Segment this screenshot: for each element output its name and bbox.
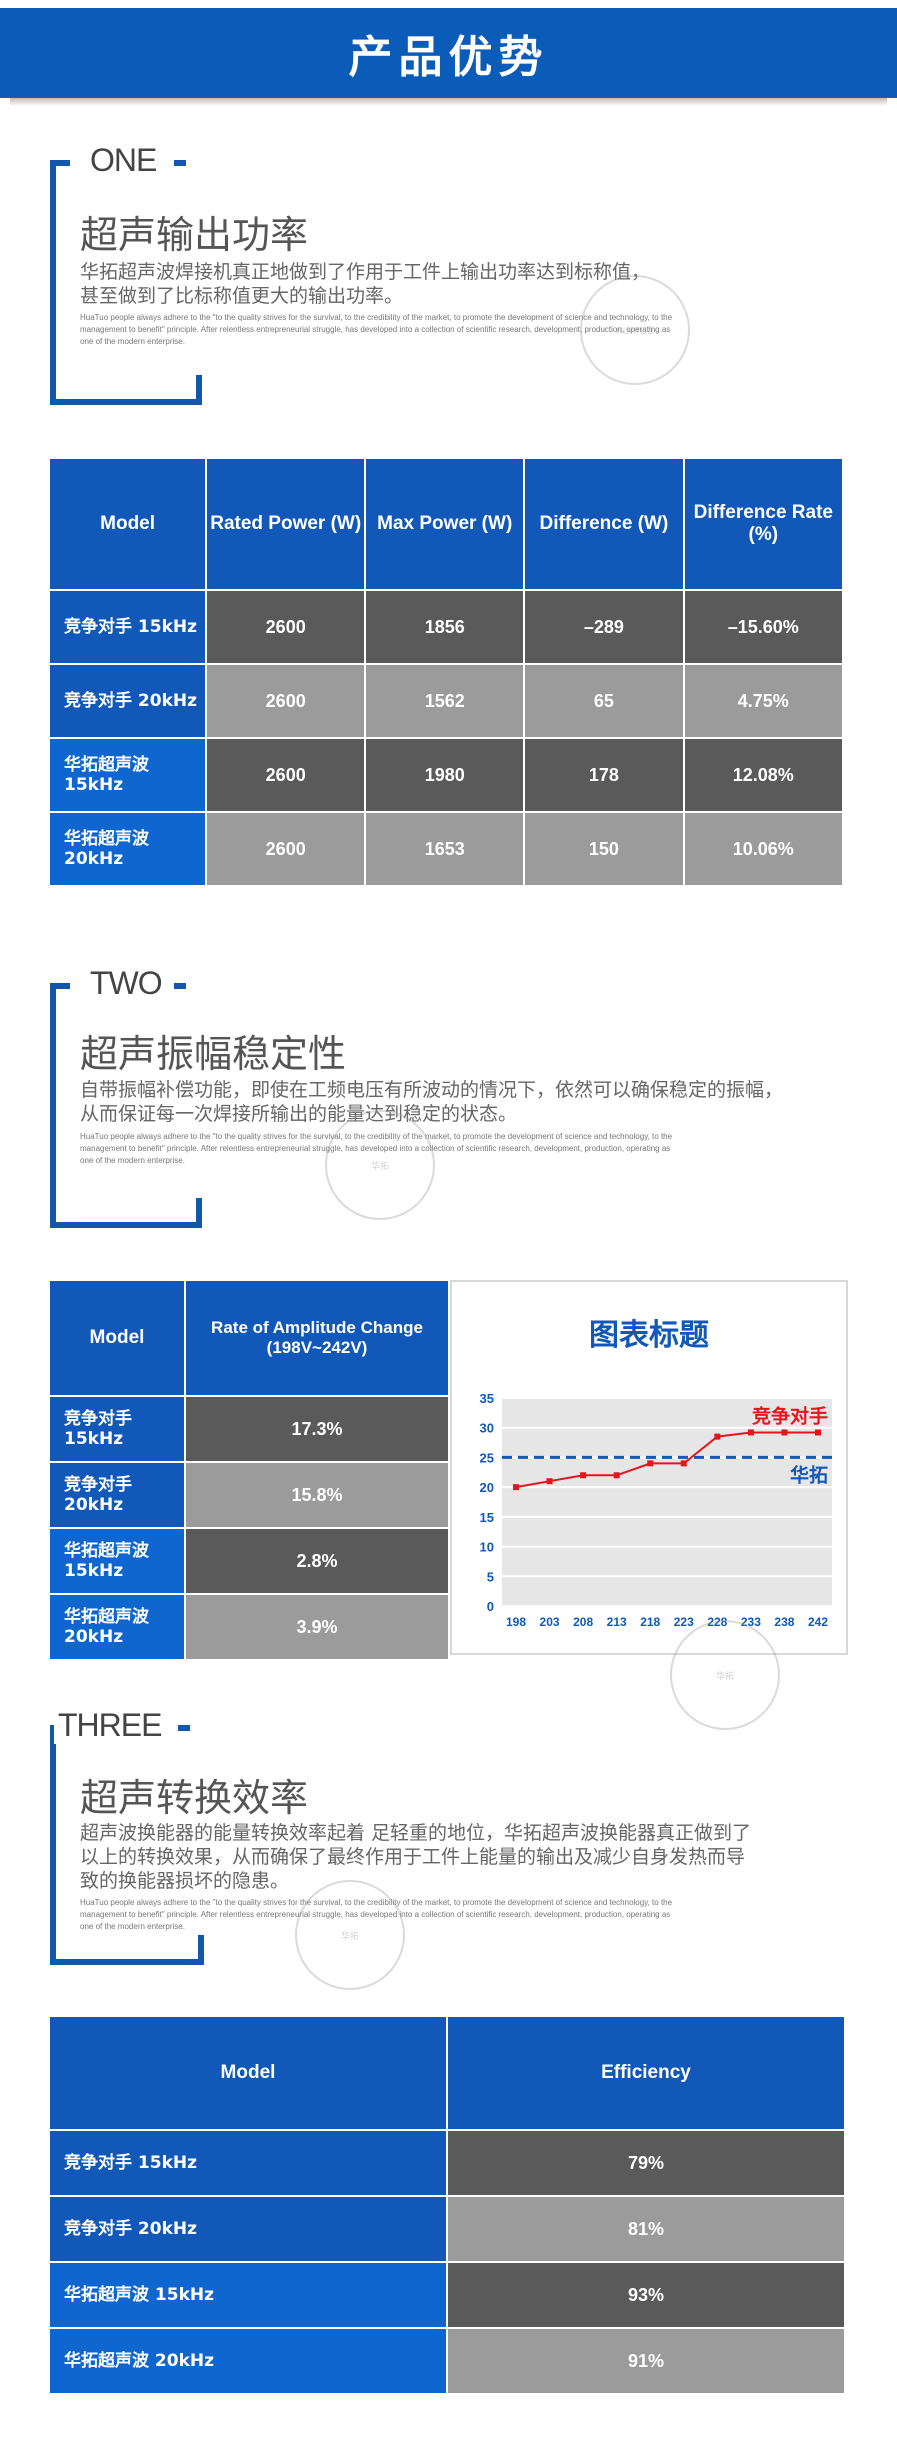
x-tick-label: 198 <box>506 1615 526 1629</box>
header-cell: Efficiency <box>448 2017 844 2129</box>
table-row: 竞争对手 20kHz 2600 1562 65 4.75% <box>50 665 842 737</box>
data-point <box>546 1478 553 1485</box>
y-tick-label: 25 <box>480 1450 494 1465</box>
section-description: 自带振幅补偿功能，即使在工频电压有所波动的情况下，依然可以确保稳定的振幅， 从而保… <box>80 1079 784 1125</box>
table-row: 华拓超声波 20kHz 3.9% <box>50 1595 448 1659</box>
plot-area <box>502 1398 832 1606</box>
section-one: ONE 超声输出功率 华拓超声波焊接机真正地做到了作用于工件上输出功率达到标称值… <box>50 142 830 405</box>
header-cell: Rated Power (W) <box>207 459 365 589</box>
table-row: 竞争对手 15kHz 2600 1856 –289 –15.60% <box>50 591 842 663</box>
section-two: TWO 超声振幅稳定性 自带振幅补偿功能，即使在工频电压有所波动的情况下，依然可… <box>50 965 830 1228</box>
data-point <box>647 1460 654 1467</box>
header-cell: Difference Rate (%) <box>684 459 842 589</box>
chart-title: 图表标题 <box>589 1318 709 1353</box>
header-cell: Max Power (W) <box>366 459 524 589</box>
data-point <box>781 1429 788 1436</box>
header-cell: Model <box>50 459 206 589</box>
x-tick-label: 208 <box>573 1615 593 1629</box>
data-point <box>513 1484 519 1491</box>
data-point <box>714 1433 721 1440</box>
series-line <box>515 1431 818 1489</box>
y-tick-label: 15 <box>480 1510 494 1525</box>
section-bracket <box>50 983 202 1228</box>
header-cell: Difference (W) <box>525 459 683 589</box>
data-point <box>680 1460 687 1467</box>
y-tick-label: 20 <box>480 1480 494 1495</box>
section-title: 超声转换效率 <box>80 1776 309 1820</box>
section-bracket <box>50 1725 204 1965</box>
section-title: 超声振幅稳定性 <box>80 1032 347 1076</box>
banner-shadow <box>10 98 887 106</box>
x-tick-label: 218 <box>640 1615 660 1629</box>
x-tick-label: 242 <box>808 1615 828 1629</box>
table-row: 竞争对手 15kHz 17.3% <box>50 1397 448 1461</box>
header-cell: Rate of Amplitude Change (198V~242V) <box>186 1281 448 1395</box>
table-row: 竞争对手 20kHz 15.8% <box>50 1463 448 1527</box>
series-label: 竞争对手 <box>752 1404 828 1427</box>
series-label: 华拓 <box>790 1463 828 1486</box>
y-tick-label: 5 <box>487 1569 494 1584</box>
table-row: 华拓超声波 15kHz 2600 1980 178 12.08% <box>50 739 842 811</box>
top-banner: 产品优势 <box>0 8 897 98</box>
x-tick-label: 203 <box>540 1615 560 1629</box>
section-number: ONE <box>86 142 161 179</box>
x-tick-label: 238 <box>774 1615 794 1629</box>
x-tick-label: 223 <box>674 1615 694 1629</box>
section-three: THREE 超声转换效率 超声波换能器的能量转换效率起着 足轻重的地位，华拓超声… <box>50 1707 830 1965</box>
data-point <box>580 1472 587 1479</box>
efficiency-table: Model Efficiency 竞争对手 15kHz 79% 竞争对手 20kH… <box>48 2015 846 2395</box>
amplitude-table: Model Rate of Amplitude Change (198V~242… <box>48 1279 450 1661</box>
table-header-row: Model Efficiency <box>50 2017 844 2129</box>
watermark-stamp: 华拓 <box>295 1880 405 1990</box>
data-point <box>747 1429 754 1436</box>
section-number: TWO <box>86 965 166 1002</box>
table-row: 华拓超声波 15kHz 2.8% <box>50 1529 448 1593</box>
header-cell: Model <box>50 1281 184 1395</box>
table-row: 华拓超声波 20kHz 91% <box>50 2329 844 2393</box>
y-tick-label: 35 <box>480 1391 494 1406</box>
table-row: 竞争对手 15kHz 79% <box>50 2131 844 2195</box>
table-row: 华拓超声波 15kHz 93% <box>50 2263 844 2327</box>
watermark-stamp: 华拓 <box>670 1620 780 1730</box>
table-row: 竞争对手 20kHz 81% <box>50 2197 844 2261</box>
banner-title: 产品优势 <box>348 32 549 83</box>
table-row: 华拓超声波 20kHz 2600 1653 150 10.06% <box>50 813 842 885</box>
header-cell: Model <box>50 2017 446 2129</box>
data-point <box>815 1429 821 1436</box>
x-tick-label: 213 <box>607 1615 627 1629</box>
table-header-row: Model Rated Power (W) Max Power (W) Diff… <box>50 459 842 589</box>
section-description: 超声波换能器的能量转换效率起着 足轻重的地位，华拓超声波换能器真正做到了 以上的转… <box>80 1822 752 1892</box>
section-title: 超声输出功率 <box>80 213 309 257</box>
section-description: 华拓超声波焊接机真正地做到了作用于工件上输出功率达到标称值， 甚至做到了比标称值更… <box>80 261 651 307</box>
y-tick-label: 30 <box>480 1421 494 1436</box>
power-table: Model Rated Power (W) Max Power (W) Diff… <box>48 457 844 887</box>
section-english-text: HuaTuo people always adhere to the "to t… <box>80 313 673 346</box>
table-header-row: Model Rate of Amplitude Change (198V~242… <box>50 1281 448 1395</box>
section-bracket <box>50 160 202 405</box>
watermark-stamp: 华拓 <box>325 1110 435 1220</box>
y-tick-label: 0 <box>487 1599 494 1614</box>
amplitude-chart: 图表标题 0 5 10 15 20 25 30 35 198 203 208 213 218 223 228… <box>450 1280 848 1655</box>
data-point <box>613 1472 620 1479</box>
y-tick-label: 10 <box>480 1540 494 1555</box>
watermark-stamp: HUATUO <box>580 275 690 385</box>
section-number: THREE <box>54 1707 166 1744</box>
